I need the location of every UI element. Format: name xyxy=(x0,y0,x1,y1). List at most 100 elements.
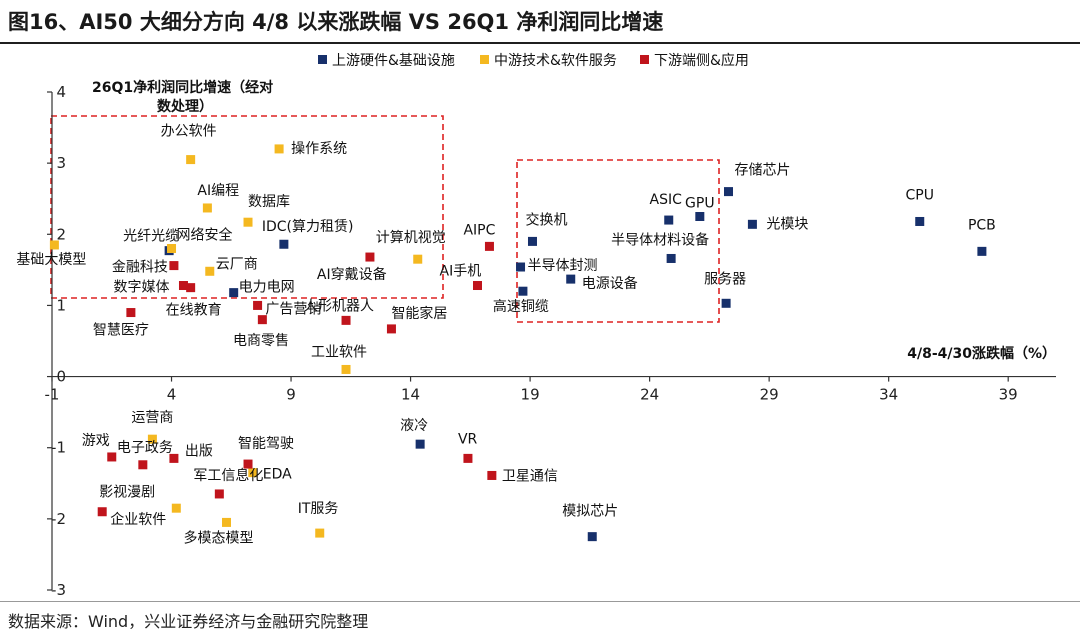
data-point xyxy=(107,452,117,462)
point-label: 广告营销 xyxy=(265,302,321,318)
data-point xyxy=(257,315,267,325)
point-label: 光纤光缆 xyxy=(123,229,179,245)
data-point xyxy=(126,308,136,318)
data-point xyxy=(222,517,232,527)
point-label: 在线教育 xyxy=(166,302,222,318)
point-label: AIPC xyxy=(463,222,495,238)
point-label: 军工信息化 xyxy=(193,467,263,484)
data-point xyxy=(587,532,597,542)
data-point xyxy=(49,240,59,250)
data-point xyxy=(666,253,676,263)
y-tick-label: 4 xyxy=(56,83,66,101)
title-divider xyxy=(0,42,1080,44)
y-tick-label: 2 xyxy=(56,225,66,243)
point-label: 智能驾驶 xyxy=(238,436,294,452)
point-label: AI穿戴设备 xyxy=(317,266,387,283)
point-label: 多模态模型 xyxy=(184,529,254,546)
data-point xyxy=(279,239,289,249)
data-point xyxy=(724,187,734,197)
data-point xyxy=(178,281,188,291)
data-point xyxy=(205,266,215,276)
chart-legend: 上游硬件&基础设施 中游技术&软件服务 下游端侧&应用 xyxy=(318,52,749,69)
data-point xyxy=(202,203,212,213)
legend-label: 下游端侧&应用 xyxy=(654,52,749,69)
data-point xyxy=(243,217,253,227)
point-label: 卫星通信 xyxy=(502,468,558,484)
point-label: 液冷 xyxy=(400,418,428,434)
legend-marker xyxy=(318,55,327,64)
chart-points xyxy=(49,144,987,542)
footer-divider xyxy=(0,601,1080,602)
point-label: 半导体材料设备 xyxy=(611,231,709,248)
data-point xyxy=(169,453,179,463)
point-label: ASIC xyxy=(650,192,683,208)
data-point xyxy=(487,470,497,480)
legend-marker xyxy=(480,55,489,64)
point-label: 游戏 xyxy=(82,433,110,449)
point-label: 运营商 xyxy=(131,410,173,426)
x-tick-label: 14 xyxy=(401,386,420,404)
figure-title: 图16、AI50 大细分方向 4/8 以来涨跌幅 VS 26Q1 净利润同比增速 xyxy=(8,10,664,34)
data-point xyxy=(186,283,196,293)
data-point xyxy=(341,315,351,325)
x-axis-title: 4/8-4/30涨跌幅（%） xyxy=(907,345,1056,362)
point-label: 电子政务 xyxy=(117,440,173,456)
data-point xyxy=(315,528,325,538)
data-point xyxy=(518,286,528,296)
data-point xyxy=(229,288,239,298)
point-label: 数据库 xyxy=(248,194,290,210)
y-axis-title-line1: 26Q1净利润同比增速（经对 xyxy=(92,79,273,96)
point-label: 企业软件 xyxy=(110,511,166,528)
data-point xyxy=(484,241,494,251)
x-tick-label: 4 xyxy=(167,386,177,404)
point-label: 网络安全 xyxy=(177,227,233,244)
data-point xyxy=(527,236,537,246)
point-label: GPU xyxy=(685,196,715,212)
point-label: 智能家居 xyxy=(391,305,447,322)
x-tick-label: 24 xyxy=(640,386,659,404)
data-point xyxy=(147,434,157,444)
data-point xyxy=(214,489,224,499)
data-point xyxy=(274,144,284,154)
source-note: 数据来源：Wind，兴业证券经济与金融研究院整理 xyxy=(8,612,369,631)
data-point xyxy=(253,300,263,310)
point-label: AI手机 xyxy=(440,264,482,280)
data-point xyxy=(341,364,351,374)
data-point xyxy=(516,262,526,272)
y-tick-label: 3 xyxy=(56,154,66,172)
data-point xyxy=(664,215,674,225)
point-label: 电源设备 xyxy=(582,275,638,292)
data-point xyxy=(566,274,576,284)
data-point xyxy=(747,219,757,229)
point-label: 计算机视觉 xyxy=(376,230,446,246)
x-tick-label: 19 xyxy=(521,386,540,404)
data-point xyxy=(915,216,925,226)
point-label: CPU xyxy=(906,187,934,203)
data-point xyxy=(186,155,196,165)
y-tick-label: 0 xyxy=(56,368,66,386)
x-tick-label: 34 xyxy=(879,386,898,404)
data-point xyxy=(169,261,179,271)
point-label: 模拟芯片 xyxy=(562,504,618,520)
data-point xyxy=(473,281,483,291)
point-label: 高速铜缆 xyxy=(493,298,549,315)
data-point xyxy=(463,453,473,463)
highlight-boxes xyxy=(50,115,720,323)
point-label: 出版 xyxy=(185,443,213,459)
legend-label: 上游硬件&基础设施 xyxy=(332,52,455,69)
y-tick-label: -1 xyxy=(51,439,66,457)
data-point xyxy=(721,298,731,308)
x-tick-label: 39 xyxy=(999,386,1018,404)
point-label: 存储芯片 xyxy=(735,163,791,179)
point-label: 基础大模型 xyxy=(16,251,86,268)
point-label: 智慧医疗 xyxy=(93,323,149,339)
point-label: EDA xyxy=(263,467,292,483)
data-point xyxy=(695,212,705,221)
x-tick-label: 29 xyxy=(760,386,779,404)
point-label: IT服务 xyxy=(298,501,339,517)
point-label: 半导体封测 xyxy=(528,258,598,274)
data-point xyxy=(415,439,425,449)
